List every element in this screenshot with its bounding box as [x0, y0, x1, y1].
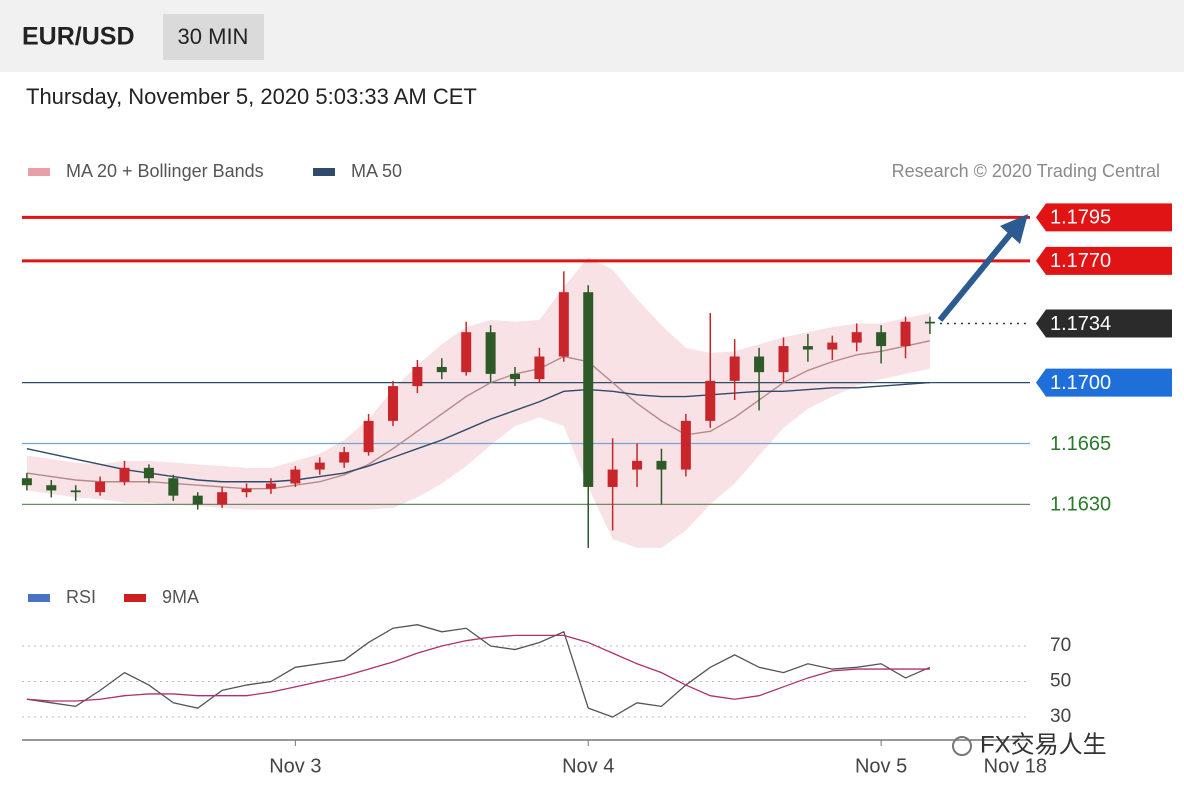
- x-tick-label: Nov 4: [562, 755, 614, 777]
- plot-area: 1.1795 1.1770 1.1734 1.1700 1.1665 1.1630 30 50…: [21, 203, 1172, 777]
- level-label: 1.1770: [1050, 250, 1111, 272]
- candle-body: [314, 462, 325, 470]
- candle-body: [607, 469, 618, 487]
- rsi-line: [26, 624, 931, 718]
- candle-body: [436, 366, 447, 373]
- x-tick-label: Nov 5: [855, 755, 907, 777]
- candle-body: [461, 332, 472, 373]
- candle-body: [851, 332, 862, 343]
- rsi-tick-label: 30: [1050, 706, 1071, 727]
- level-tag: [1036, 309, 1172, 338]
- candle-body: [70, 490, 81, 493]
- bollinger-band: [26, 257, 930, 548]
- candle-body: [802, 346, 813, 350]
- candle-body: [534, 356, 545, 380]
- legend-label: MA 50: [351, 161, 402, 181]
- candle-body: [241, 488, 252, 493]
- x-tick-label: Nov 3: [269, 755, 321, 777]
- candle-body: [192, 495, 203, 505]
- candle-body: [119, 467, 130, 482]
- candle-body: [632, 460, 643, 470]
- rsi-line: [26, 634, 930, 702]
- trend-arrow: [937, 230, 1015, 322]
- legend-label: 9MA: [162, 587, 199, 607]
- candle-body: [827, 342, 838, 350]
- candle-body: [412, 366, 423, 387]
- candle-body: [510, 373, 521, 380]
- level-label: 1.1665: [1050, 433, 1111, 455]
- legend-swatch: [28, 168, 50, 176]
- candle-body: [680, 420, 691, 470]
- candle-body: [876, 332, 887, 347]
- level-tag: [1036, 203, 1172, 232]
- candle-body: [95, 481, 106, 493]
- symbol: EUR/USD: [22, 23, 135, 51]
- x-tick-label: Nov 18: [984, 755, 1047, 777]
- rsi-tick-label: 70: [1050, 635, 1071, 656]
- arrow-head: [1000, 214, 1028, 244]
- level-label: 1.1630: [1050, 494, 1111, 516]
- candle-body: [21, 478, 32, 486]
- level-label: 1.1795: [1050, 207, 1111, 229]
- candle-body: [900, 321, 911, 347]
- legend-swatch: [28, 594, 50, 602]
- candle-body: [290, 469, 301, 484]
- candle-body: [729, 356, 740, 381]
- candle-body: [583, 292, 594, 487]
- legend-swatch: [124, 594, 146, 602]
- candle-body: [754, 356, 765, 373]
- level-label: 1.1734: [1050, 313, 1111, 335]
- candle-body: [363, 420, 374, 453]
- level-label: 1.1700: [1050, 372, 1111, 394]
- candle-body: [265, 483, 276, 489]
- candle-body: [217, 492, 228, 505]
- watermark-icon: [952, 736, 972, 756]
- candle-body: [485, 332, 496, 374]
- source: Research © 2020 Trading Central: [892, 161, 1160, 181]
- ma-line: [26, 381, 930, 483]
- legend-label: RSI: [66, 587, 96, 607]
- candle-body: [168, 478, 179, 496]
- level-tag: [1036, 368, 1172, 397]
- watermark: FX交易人生: [980, 731, 1107, 758]
- candle-body: [558, 292, 569, 357]
- timeframe: 30 MIN: [178, 24, 249, 49]
- candle-body: [705, 380, 716, 421]
- legend-label: MA 20 + Bollinger Bands: [66, 161, 264, 181]
- level-tag: [1036, 246, 1172, 275]
- candle-body: [656, 460, 667, 470]
- candle-body: [339, 452, 350, 463]
- candle-body: [924, 321, 935, 324]
- timestamp: Thursday, November 5, 2020 5:03:33 AM CE…: [26, 84, 477, 109]
- timeframe-box: [163, 14, 264, 60]
- candle-body: [387, 386, 398, 421]
- legend-swatch: [313, 168, 335, 176]
- rsi-tick-label: 50: [1050, 671, 1071, 692]
- candle-body: [46, 485, 57, 491]
- candle-body: [778, 346, 789, 373]
- candle-body: [143, 467, 154, 479]
